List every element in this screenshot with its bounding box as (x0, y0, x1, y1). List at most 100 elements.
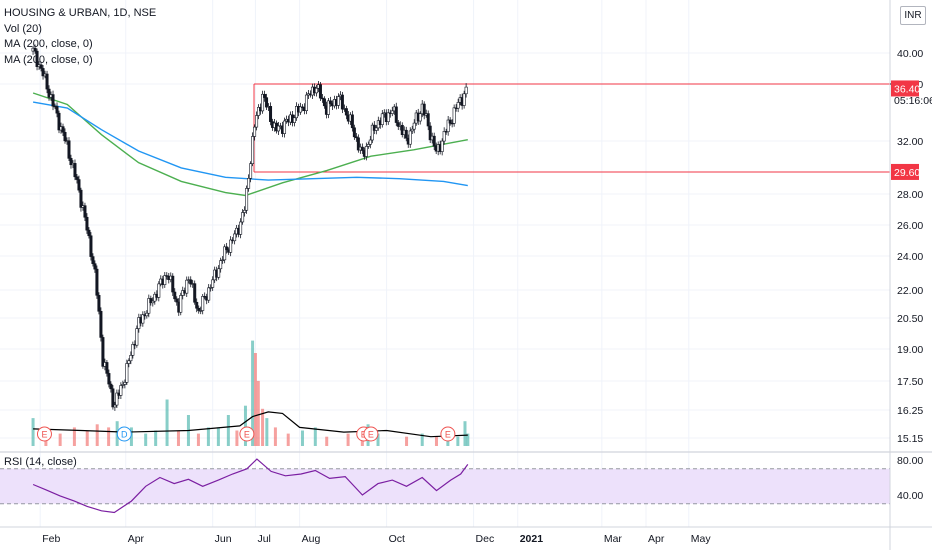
candle-body (209, 287, 213, 289)
candle-body (283, 120, 287, 134)
candle-body (408, 130, 412, 145)
candle-body (151, 300, 155, 304)
dividend-marker[interactable] (116, 426, 132, 442)
candle-body (33, 47, 37, 52)
event-marker-label: E (445, 430, 451, 440)
candle-body (207, 287, 211, 301)
candle-body (175, 298, 179, 303)
candle-body (249, 163, 253, 179)
volume-bar (434, 436, 438, 446)
volume-bar (165, 399, 169, 446)
time-tick-label: Mar (604, 533, 623, 545)
candle-body (394, 106, 398, 123)
candle-body (374, 127, 378, 131)
volume-bar (85, 430, 89, 446)
candle-body (328, 100, 332, 104)
price-tick-label: 20.50 (897, 313, 923, 325)
candle-body (41, 68, 45, 77)
candle-body (163, 275, 167, 285)
candle-body (79, 189, 83, 208)
volume-bar (256, 380, 260, 446)
price-tick-label: 16.25 (897, 405, 923, 417)
candle-body (185, 279, 189, 294)
volume-bar (72, 427, 76, 446)
candle-body (239, 221, 243, 235)
chart-legend: HOUSING & URBAN, 1D, NSE Vol (20) MA (20… (4, 6, 156, 68)
earnings-marker[interactable] (363, 426, 379, 442)
volume-bar (463, 421, 467, 446)
ma-green-line[interactable] (32, 92, 468, 197)
legend-symbol[interactable]: HOUSING & URBAN, 1D, NSE (4, 7, 157, 19)
legend-volume[interactable]: Vol (20) (4, 22, 42, 35)
price-tick-label: 40.00 (897, 48, 923, 60)
candle-body (221, 259, 225, 261)
candle-body (149, 298, 153, 304)
rsi-line[interactable] (32, 458, 469, 514)
candle-body (99, 310, 103, 338)
candle-body (75, 176, 79, 180)
time-tick-label: Dec (476, 533, 495, 545)
candle-body (97, 295, 101, 312)
candle-body (410, 128, 414, 132)
candle-body (67, 140, 71, 159)
candle-body (39, 64, 43, 69)
price-tick-label: 15.15 (897, 433, 923, 445)
candle-body (428, 125, 432, 141)
candle-body (386, 112, 390, 122)
candle-body (241, 212, 245, 223)
earnings-marker[interactable] (36, 426, 52, 442)
candle-body (229, 239, 233, 253)
volume-bar (216, 427, 220, 446)
candle-body (125, 363, 129, 383)
candle-body (211, 279, 215, 288)
price-tick-label: 32.00 (897, 136, 923, 148)
candle-body (344, 108, 348, 116)
earnings-marker[interactable] (440, 426, 456, 442)
volume-bar (376, 433, 380, 446)
candle-body (57, 112, 61, 131)
candle-body (432, 135, 436, 147)
event-marker-label: E (41, 430, 47, 440)
legend-ma-1[interactable]: MA (200, close, 0) (4, 38, 93, 50)
candle-body (193, 283, 197, 303)
candle-body (261, 93, 265, 112)
volume-bar (129, 427, 133, 446)
volume-bar (286, 433, 290, 446)
candle-body (35, 50, 39, 67)
candle-body (426, 113, 430, 127)
candle-body (189, 279, 193, 285)
candle-body (390, 110, 394, 114)
currency-button[interactable]: INR (900, 6, 926, 25)
candle-body (77, 179, 81, 191)
candle-body (446, 119, 450, 132)
candle-body (298, 106, 302, 113)
candle-body (247, 178, 251, 189)
candle-body (442, 131, 446, 142)
candle-body (350, 114, 354, 129)
candle-body (314, 87, 318, 94)
candle-body (263, 93, 267, 98)
candle-body (105, 362, 109, 374)
candle-body (123, 382, 127, 385)
candle-body (277, 125, 281, 132)
rsi-legend[interactable]: RSI (14, close) (4, 456, 77, 468)
volume-bar (253, 353, 257, 446)
candle-body (255, 115, 259, 128)
candle-body (448, 119, 452, 124)
candle-body (251, 136, 255, 164)
legend-ma-2[interactable]: MA (200, close, 0) (4, 53, 93, 66)
time-tick-label: 2021 (520, 533, 544, 545)
candle-body (135, 328, 139, 346)
volume-bar (261, 408, 265, 446)
price-tick-label: 17.50 (897, 376, 923, 388)
ma-blue-line[interactable] (32, 101, 468, 187)
candle-body (440, 140, 444, 152)
candle-body (199, 310, 203, 312)
earnings-marker[interactable] (239, 426, 255, 442)
candle-body (225, 246, 229, 251)
candle-body (340, 94, 344, 110)
candle-body (195, 301, 199, 309)
candle-body (368, 139, 372, 145)
